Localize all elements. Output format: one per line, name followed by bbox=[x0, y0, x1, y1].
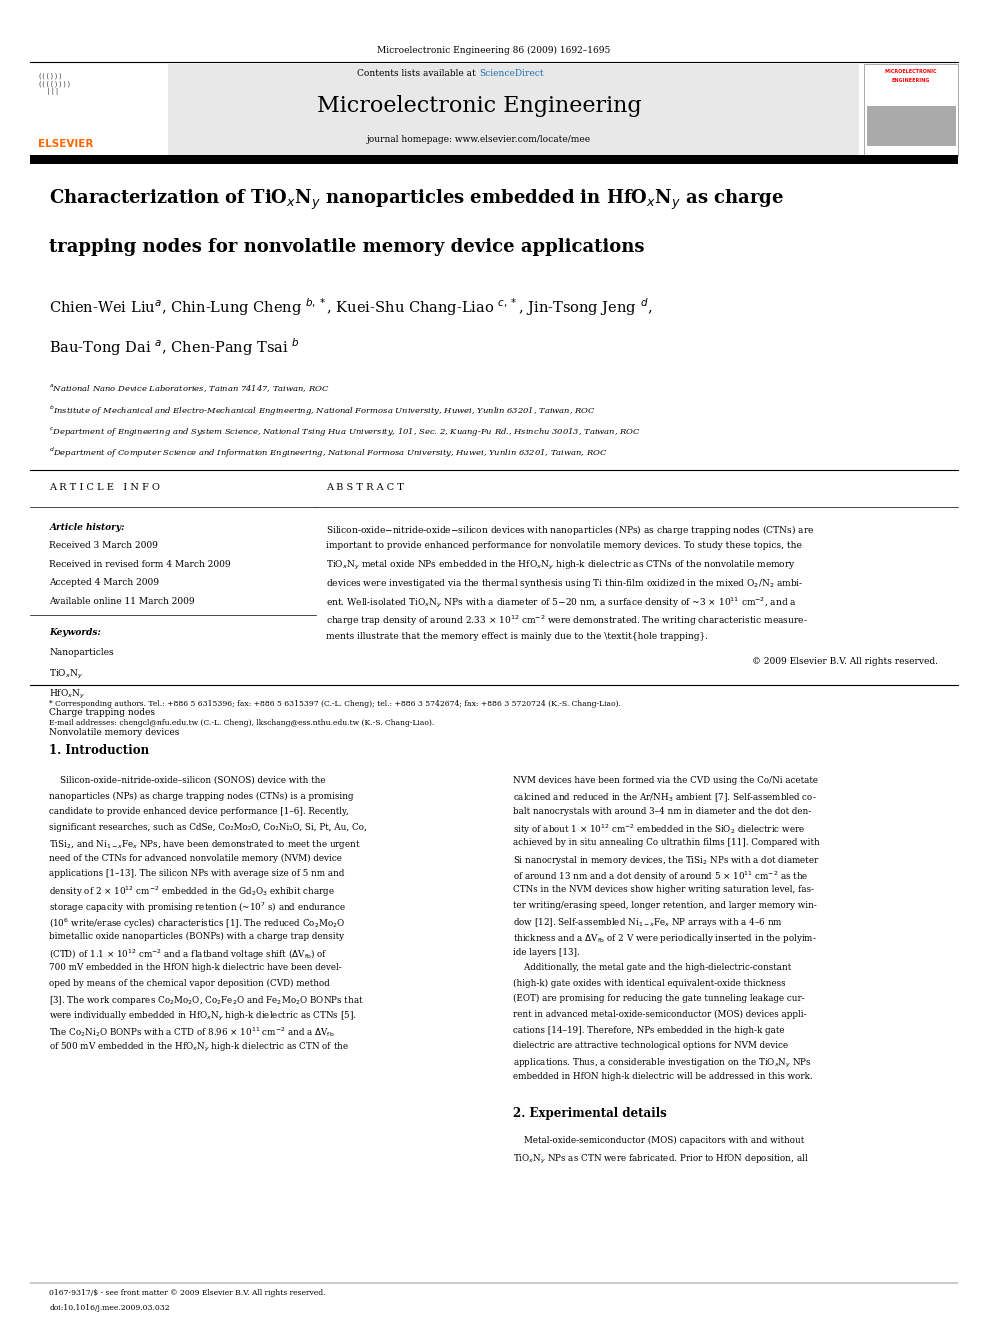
Text: calcined and reduced in the Ar/NH$_3$ ambient [7]. Self-assembled co-: calcined and reduced in the Ar/NH$_3$ am… bbox=[514, 791, 817, 804]
Text: A B S T R A C T: A B S T R A C T bbox=[325, 483, 404, 492]
Text: (CTD) of 1.1 $\times$ 10$^{12}$ cm$^{-2}$ and a flatband voltage shift ($\Delta$: (CTD) of 1.1 $\times$ 10$^{12}$ cm$^{-2}… bbox=[50, 947, 328, 962]
Text: Contents lists available at: Contents lists available at bbox=[357, 69, 479, 78]
Text: thickness and a $\Delta$V$_{\rm fb}$ of 2 V were periodically inserted in the po: thickness and a $\Delta$V$_{\rm fb}$ of … bbox=[514, 931, 817, 945]
Text: CTNs in the NVM devices show higher writing saturation level, fas-: CTNs in the NVM devices show higher writ… bbox=[514, 885, 814, 894]
Text: TiO$_x$N$_y$ metal oxide NPs embedded in the HfO$_x$N$_y$ high-k dielectric as C: TiO$_x$N$_y$ metal oxide NPs embedded in… bbox=[325, 560, 796, 573]
Text: Keywords:: Keywords: bbox=[50, 628, 101, 638]
Text: ide layers [13].: ide layers [13]. bbox=[514, 947, 580, 957]
Text: ELSEVIER: ELSEVIER bbox=[38, 139, 93, 149]
Text: sity of about 1 $\times$ 10$^{12}$ cm$^{-2}$ embedded in the SiO$_2$ dielectric : sity of about 1 $\times$ 10$^{12}$ cm$^{… bbox=[514, 823, 806, 837]
Text: ((()))
(((())))
  |||: ((())) (((()))) ||| bbox=[38, 73, 71, 95]
Text: Additionally, the metal gate and the high-dielectric-constant: Additionally, the metal gate and the hig… bbox=[514, 963, 792, 972]
Text: ments illustrate that the memory effect is mainly due to the \textit{hole trappi: ments illustrate that the memory effect … bbox=[325, 632, 708, 642]
Text: were individually embedded in HfO$_x$N$_y$ high-k dielectric as CTNs [5].: were individually embedded in HfO$_x$N$_… bbox=[50, 1009, 357, 1023]
Text: ter writing/erasing speed, longer retention, and larger memory win-: ter writing/erasing speed, longer retent… bbox=[514, 901, 817, 910]
Text: need of the CTNs for advanced nonvolatile memory (NVM) device: need of the CTNs for advanced nonvolatil… bbox=[50, 853, 342, 863]
Text: Charge trapping nodes: Charge trapping nodes bbox=[50, 708, 156, 717]
Text: The Co$_2$Ni$_2$O BONPs with a CTD of 8.96 $\times$ 10$^{11}$ cm$^{-2}$ and a $\: The Co$_2$Ni$_2$O BONPs with a CTD of 8.… bbox=[50, 1025, 335, 1040]
Text: 1. Introduction: 1. Introduction bbox=[50, 744, 150, 757]
Text: storage capacity with promising retention (~10$^7$ s) and endurance: storage capacity with promising retentio… bbox=[50, 901, 346, 916]
Text: * Corresponding authors. Tel.: +886 5 6315396; fax: +886 5 6315397 (C.-L. Cheng): * Corresponding authors. Tel.: +886 5 63… bbox=[50, 700, 621, 708]
Text: density of 2 $\times$ 10$^{12}$ cm$^{-2}$ embedded in the Gd$_2$O$_3$ exhibit ch: density of 2 $\times$ 10$^{12}$ cm$^{-2}… bbox=[50, 885, 335, 900]
Text: balt nanocrystals with around 3–4 nm in diameter and the dot den-: balt nanocrystals with around 3–4 nm in … bbox=[514, 807, 811, 816]
Text: $^a$National Nano Device Laboratories, Tainan 74147, Taiwan, ROC: $^a$National Nano Device Laboratories, T… bbox=[50, 382, 330, 394]
Text: applications [1–13]. The silicon NPs with average size of 5 nm and: applications [1–13]. The silicon NPs wit… bbox=[50, 869, 345, 878]
Text: Microelectronic Engineering: Microelectronic Engineering bbox=[316, 95, 641, 118]
Text: oped by means of the chemical vapor deposition (CVD) method: oped by means of the chemical vapor depo… bbox=[50, 979, 330, 988]
Text: embedded in HfON high-k dielectric will be addressed in this work.: embedded in HfON high-k dielectric will … bbox=[514, 1073, 813, 1081]
Text: E-mail addresses: chengcl@nfu.edu.tw (C.-L. Cheng), lkschang@ess.nthu.edu.tw (K.: E-mail addresses: chengcl@nfu.edu.tw (C.… bbox=[50, 718, 434, 726]
Text: A R T I C L E   I N F O: A R T I C L E I N F O bbox=[50, 483, 161, 492]
Text: Bau-Tong Dai $^a$, Chen-Pang Tsai $^b$: Bau-Tong Dai $^a$, Chen-Pang Tsai $^b$ bbox=[50, 336, 301, 357]
Text: ENGINEERING: ENGINEERING bbox=[891, 78, 930, 83]
Text: of 500 mV embedded in the HfO$_x$N$_y$ high-k dielectric as CTN of the: of 500 mV embedded in the HfO$_x$N$_y$ h… bbox=[50, 1041, 349, 1054]
Text: $^b$Institute of Mechanical and Electro-Mechanical Engineering, National Formosa: $^b$Institute of Mechanical and Electro-… bbox=[50, 404, 596, 418]
Text: Received in revised form 4 March 2009: Received in revised form 4 March 2009 bbox=[50, 560, 231, 569]
Text: Received 3 March 2009: Received 3 March 2009 bbox=[50, 541, 159, 550]
Text: devices were investigated via the thermal synthesis using Ti thin-film oxidized : devices were investigated via the therma… bbox=[325, 577, 804, 590]
Text: HfO$_x$N$_y$: HfO$_x$N$_y$ bbox=[50, 688, 85, 701]
Text: Nonvolatile memory devices: Nonvolatile memory devices bbox=[50, 728, 180, 737]
Text: dielectric are attractive technological options for NVM device: dielectric are attractive technological … bbox=[514, 1041, 789, 1050]
Text: Si nanocrystal in memory devices, the TiSi$_2$ NPs with a dot diameter: Si nanocrystal in memory devices, the Ti… bbox=[514, 853, 820, 867]
Text: (10$^6$ write/erase cycles) characteristics [1]. The reduced Co$_2$Mo$_2$O: (10$^6$ write/erase cycles) characterist… bbox=[50, 917, 346, 930]
Text: TiO$_x$N$_y$: TiO$_x$N$_y$ bbox=[50, 668, 83, 681]
Text: dow [12]. Self-assembled Ni$_{1-x}$Fe$_x$ NP arrays with a 4–6 nm: dow [12]. Self-assembled Ni$_{1-x}$Fe$_x… bbox=[514, 917, 784, 929]
Text: ent. Well-isolated TiO$_x$N$_y$ NPs with a diameter of 5$-$20 nm, a surface dens: ent. Well-isolated TiO$_x$N$_y$ NPs with… bbox=[325, 595, 797, 610]
Text: applications. Thus, a considerable investigation on the TiO$_x$N$_y$ NPs: applications. Thus, a considerable inves… bbox=[514, 1057, 812, 1070]
Text: 0167-9317/$ - see front matter © 2009 Elsevier B.V. All rights reserved.: 0167-9317/$ - see front matter © 2009 El… bbox=[50, 1289, 325, 1297]
Text: Silicon-oxide$-$nitride-oxide$-$silicon devices with nanoparticles (NPs) as char: Silicon-oxide$-$nitride-oxide$-$silicon … bbox=[325, 523, 814, 537]
Text: nanoparticles (NPs) as charge trapping nodes (CTNs) is a promising: nanoparticles (NPs) as charge trapping n… bbox=[50, 791, 354, 800]
Text: significant researches, such as CdSe, Co₂Mo₂O, Co₂Ni₂O, Si, Pt, Au, Co,: significant researches, such as CdSe, Co… bbox=[50, 823, 367, 832]
Text: (EOT) are promising for reducing the gate tunneling leakage cur-: (EOT) are promising for reducing the gat… bbox=[514, 995, 806, 1003]
Bar bbox=[30, 64, 859, 156]
Text: Accepted 4 March 2009: Accepted 4 March 2009 bbox=[50, 578, 160, 587]
Text: Microelectronic Engineering 86 (2009) 1692–1695: Microelectronic Engineering 86 (2009) 16… bbox=[377, 46, 610, 56]
Text: cations [14–19]. Therefore, NPs embedded in the high-k gate: cations [14–19]. Therefore, NPs embedded… bbox=[514, 1025, 785, 1035]
Text: doi:10.1016/j.mee.2009.03.032: doi:10.1016/j.mee.2009.03.032 bbox=[50, 1304, 170, 1312]
Text: rent in advanced metal-oxide-semiconductor (MOS) devices appli-: rent in advanced metal-oxide-semiconduct… bbox=[514, 1009, 807, 1019]
Text: Chien-Wei Liu$^a$, Chin-Lung Cheng $^{b,*}$, Kuei-Shu Chang-Liao $^{c,*}$, Jin-T: Chien-Wei Liu$^a$, Chin-Lung Cheng $^{b,… bbox=[50, 296, 653, 318]
Text: achieved by in situ annealing Co ultrathin films [11]. Compared with: achieved by in situ annealing Co ultrath… bbox=[514, 839, 820, 847]
Bar bbox=[864, 64, 957, 156]
Bar bbox=[867, 106, 955, 146]
Text: TiSi$_2$, and Ni$_{1-x}$Fe$_x$ NPs, have been demonstrated to meet the urgent: TiSi$_2$, and Ni$_{1-x}$Fe$_x$ NPs, have… bbox=[50, 839, 361, 851]
Bar bbox=[30, 155, 957, 164]
Text: Available online 11 March 2009: Available online 11 March 2009 bbox=[50, 597, 195, 606]
Bar bbox=[30, 64, 168, 156]
Text: Metal-oxide-semiconductor (MOS) capacitors with and without: Metal-oxide-semiconductor (MOS) capacito… bbox=[514, 1135, 805, 1144]
Text: NVM devices have been formed via the CVD using the Co/Ni acetate: NVM devices have been formed via the CVD… bbox=[514, 775, 818, 785]
Text: of around 13 nm and a dot density of around 5 $\times$ 10$^{11}$ cm$^{-2}$ as th: of around 13 nm and a dot density of aro… bbox=[514, 869, 808, 884]
Text: 2. Experimental details: 2. Experimental details bbox=[514, 1106, 668, 1119]
Text: © 2009 Elsevier B.V. All rights reserved.: © 2009 Elsevier B.V. All rights reserved… bbox=[752, 658, 938, 665]
Text: candidate to provide enhanced device performance [1–6]. Recently,: candidate to provide enhanced device per… bbox=[50, 807, 349, 816]
Text: important to provide enhanced performance for nonvolatile memory devices. To stu: important to provide enhanced performanc… bbox=[325, 541, 802, 550]
Text: [3]. The work compares Co$_2$Mo$_2$O, Co$_2$Fe$_2$O and Fe$_2$Mo$_2$O BONPs that: [3]. The work compares Co$_2$Mo$_2$O, Co… bbox=[50, 995, 364, 1007]
Text: $^d$Department of Computer Science and Information Engineering, National Formosa: $^d$Department of Computer Science and I… bbox=[50, 446, 608, 460]
Text: Article history:: Article history: bbox=[50, 523, 125, 532]
Text: charge trap density of around 2.33 $\times$ 10$^{12}$ cm$^{-2}$ were demonstrate: charge trap density of around 2.33 $\tim… bbox=[325, 614, 807, 628]
Text: MICROELECTRONIC: MICROELECTRONIC bbox=[884, 69, 936, 74]
Text: Characterization of TiO$_x$N$_y$ nanoparticles embedded in HfO$_x$N$_y$ as charg: Characterization of TiO$_x$N$_y$ nanopar… bbox=[50, 188, 785, 212]
Text: Nanoparticles: Nanoparticles bbox=[50, 648, 114, 658]
Text: (high-k) gate oxides with identical equivalent-oxide thickness: (high-k) gate oxides with identical equi… bbox=[514, 979, 786, 988]
Text: $^c$Department of Engineering and System Science, National Tsing Hua University,: $^c$Department of Engineering and System… bbox=[50, 425, 642, 438]
Text: bimetallic oxide nanoparticles (BONPs) with a charge trap density: bimetallic oxide nanoparticles (BONPs) w… bbox=[50, 931, 344, 941]
Text: Silicon-oxide–nitride-oxide–silicon (SONOS) device with the: Silicon-oxide–nitride-oxide–silicon (SON… bbox=[50, 775, 325, 785]
Text: journal homepage: www.elsevier.com/locate/mee: journal homepage: www.elsevier.com/locat… bbox=[367, 135, 591, 144]
Text: 700 mV embedded in the HfON high-k dielectric have been devel-: 700 mV embedded in the HfON high-k diele… bbox=[50, 963, 342, 972]
Text: trapping nodes for nonvolatile memory device applications: trapping nodes for nonvolatile memory de… bbox=[50, 238, 645, 257]
Text: ScienceDirect: ScienceDirect bbox=[479, 69, 544, 78]
Text: TiO$_x$N$_y$ NPs as CTN were fabricated. Prior to HfON deposition, all: TiO$_x$N$_y$ NPs as CTN were fabricated.… bbox=[514, 1152, 809, 1166]
